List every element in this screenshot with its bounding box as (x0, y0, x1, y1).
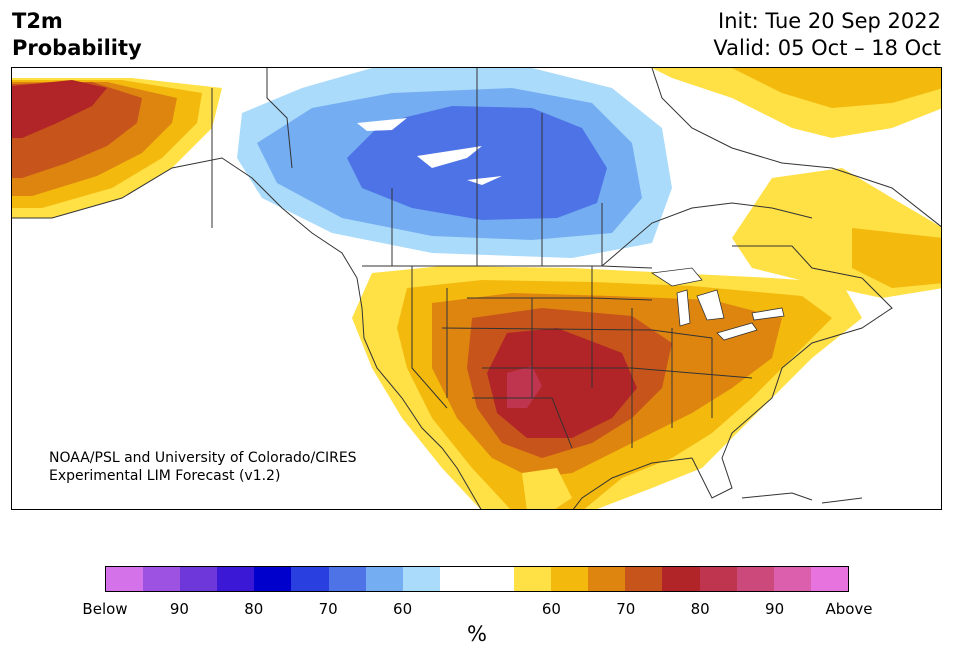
colorbar-tick-label: 80 (690, 600, 710, 618)
credit-text: NOAA/PSL and University of Colorado/CIRE… (49, 449, 357, 485)
colorbar-segment (143, 567, 181, 591)
colorbar-segment (588, 567, 626, 591)
title-line-1: T2m (12, 9, 63, 33)
colorbar-tick-label: 60 (541, 600, 561, 618)
colorbar-tick-label: 90 (169, 600, 189, 618)
forecast-dates: Init: Tue 20 Sep 2022 Valid: 05 Oct – 18… (713, 8, 941, 62)
eastern-canada-warm-anomaly (652, 68, 941, 298)
colorbar-segment (254, 567, 292, 591)
colorbar-segment (328, 567, 366, 591)
colorbar-unit: % (467, 622, 487, 646)
colorbar-segment (476, 567, 515, 591)
title-line-2: Probability (12, 36, 142, 60)
init-date: Init: Tue 20 Sep 2022 (718, 9, 941, 33)
valid-period: Valid: 05 Oct – 18 Oct (713, 36, 941, 60)
boundaries (12, 68, 941, 509)
colorbar-tick-label: 70 (616, 600, 636, 618)
colorbar-tick-label: 70 (318, 600, 338, 618)
colorbar-segment (699, 567, 737, 591)
colorbar-tick-label: Below (82, 600, 128, 618)
credit-line-2: Experimental LIM Forecast (v1.2) (49, 468, 281, 484)
colorbar-segment (773, 567, 811, 591)
great-lakes (650, 267, 785, 341)
colorbar-segment (810, 567, 848, 591)
colorbar-segment (439, 567, 477, 591)
colorbar-segment (625, 567, 663, 591)
credit-line-1: NOAA/PSL and University of Colorado/CIRE… (49, 450, 357, 466)
caribbean-islands (741, 492, 863, 504)
colorbar-tick-label: 80 (244, 600, 264, 618)
colorbar-segment (662, 567, 700, 591)
colorbar-segment (402, 567, 440, 591)
colorbar-segment (365, 567, 403, 591)
colorbar-segment (736, 567, 774, 591)
colorbar-tick-label: Above (825, 600, 873, 618)
colorbar-tick-label: 60 (393, 600, 413, 618)
map-title: T2m Probability (12, 8, 142, 62)
colorbar (105, 566, 849, 592)
colorbar-segment (291, 567, 329, 591)
colorbar-segment (217, 567, 255, 591)
colorbar-segment (514, 567, 552, 591)
colorbar-segment (551, 567, 589, 591)
alaska-warm-anomaly (12, 78, 222, 218)
forecast-map (11, 67, 942, 510)
colorbar-segment (106, 567, 144, 591)
colorbar-tick-label: 90 (765, 600, 785, 618)
colorbar-segment (180, 567, 218, 591)
map-canvas (12, 68, 941, 509)
